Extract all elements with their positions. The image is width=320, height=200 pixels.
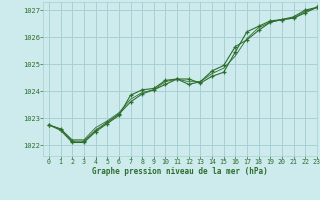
- X-axis label: Graphe pression niveau de la mer (hPa): Graphe pression niveau de la mer (hPa): [92, 167, 268, 176]
